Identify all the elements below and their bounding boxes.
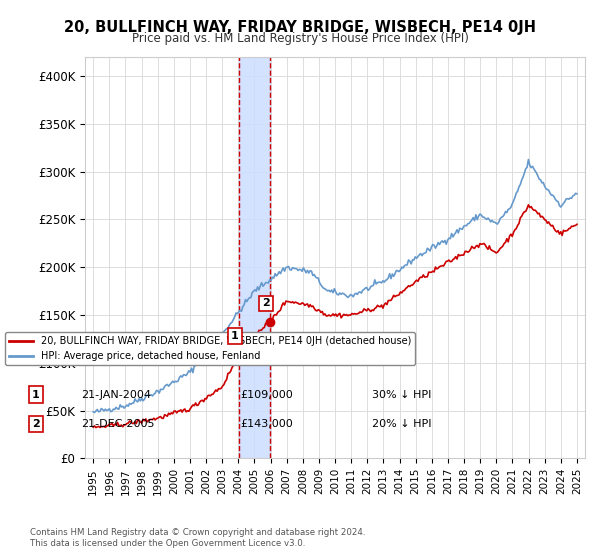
Text: 21-DEC-2005: 21-DEC-2005 — [81, 419, 155, 429]
Text: 30% ↓ HPI: 30% ↓ HPI — [372, 390, 431, 400]
Text: 2: 2 — [262, 298, 270, 309]
Text: 2: 2 — [32, 419, 40, 429]
Bar — [239, 57, 270, 459]
Text: 20, BULLFINCH WAY, FRIDAY BRIDGE, WISBECH, PE14 0JH: 20, BULLFINCH WAY, FRIDAY BRIDGE, WISBEC… — [64, 20, 536, 35]
Text: 21-JAN-2004: 21-JAN-2004 — [81, 390, 151, 400]
Text: £143,000: £143,000 — [240, 419, 293, 429]
Text: 20% ↓ HPI: 20% ↓ HPI — [372, 419, 431, 429]
Text: Price paid vs. HM Land Registry's House Price Index (HPI): Price paid vs. HM Land Registry's House … — [131, 32, 469, 45]
Text: Contains HM Land Registry data © Crown copyright and database right 2024.
This d: Contains HM Land Registry data © Crown c… — [30, 528, 365, 548]
Text: 1: 1 — [231, 331, 239, 341]
Text: 1: 1 — [32, 390, 40, 400]
Text: £109,000: £109,000 — [240, 390, 293, 400]
Legend: 20, BULLFINCH WAY, FRIDAY BRIDGE, WISBECH, PE14 0JH (detached house), HPI: Avera: 20, BULLFINCH WAY, FRIDAY BRIDGE, WISBEC… — [5, 333, 415, 365]
